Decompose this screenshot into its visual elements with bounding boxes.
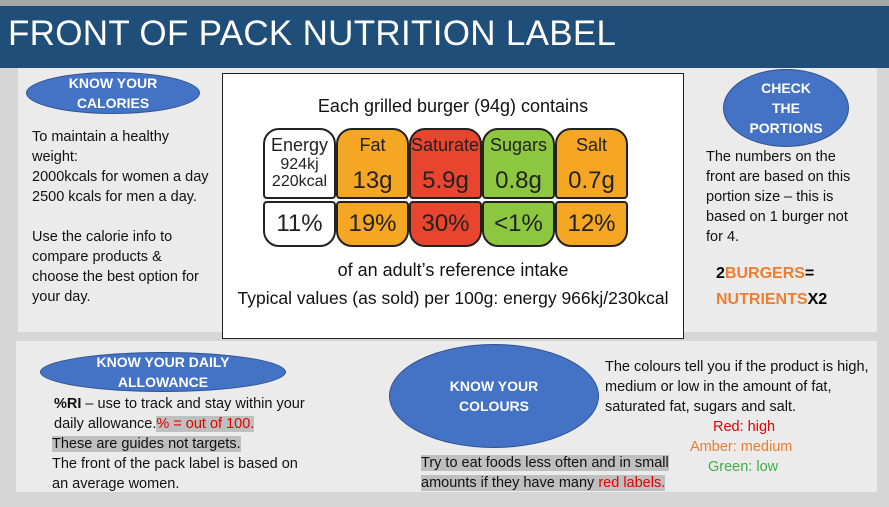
badge-text: KNOW YOUR CALORIES <box>68 75 158 111</box>
portions-equation: 2BURGERS= NUTRIENTSX2 <box>716 261 866 313</box>
equation-part: X2 <box>807 291 828 308</box>
label-reference: of an adult’s reference intake <box>337 260 569 280</box>
title-bar <box>0 6 889 68</box>
nutrient-amount: 5.9g <box>422 167 469 194</box>
badge-text: CHECK THE PORTIONS <box>749 80 823 136</box>
ri-term: %RI <box>54 396 82 412</box>
nutrient-card: Saturates 5.9g <box>409 128 489 199</box>
equation-part: = <box>804 265 815 282</box>
nutrient-card: Sugars 0.8g <box>482 128 555 199</box>
ri-text: – use to track and stay within your dail… <box>54 396 305 432</box>
badge-text: KNOW YOUR DAILY ALLOWANCE <box>96 354 230 390</box>
text-line: 2000kcals for women a day <box>32 169 209 185</box>
nutrient-percent: 19% <box>336 201 409 247</box>
nutrient-card: Salt 0.7g <box>555 128 628 199</box>
nutrient-name: Energy <box>270 135 329 155</box>
text-line: Use the calorie info to compare products… <box>32 229 199 305</box>
nutrient-name: Salt <box>575 135 608 155</box>
nutrient-name: Sugars <box>489 135 548 155</box>
equation-part: 2 <box>716 265 725 282</box>
nutrient-percent: 11% <box>263 201 336 247</box>
nutrient-amount: 13g <box>352 167 393 194</box>
nutrient-name: Saturates <box>411 135 489 155</box>
portions-badge: CHECK THE PORTIONS <box>723 69 849 147</box>
colour-amber: Amber: medium <box>690 439 793 455</box>
colours-badge: KNOW YOUR COLOURS <box>389 344 599 448</box>
calories-text: To maintain a healthy weight: 2000kcals … <box>32 127 210 307</box>
top-stripe <box>0 0 889 6</box>
badge-text: KNOW YOUR COLOURS <box>449 378 539 414</box>
text-line: 2500 kcals for men a day. <box>32 189 197 205</box>
label-typical: Typical values (as sold) per 100g: energ… <box>237 288 669 308</box>
daily-badge: KNOW YOUR DAILY ALLOWANCE <box>40 352 286 392</box>
nutrient-card: Energy 924kj 220kcal <box>263 128 336 199</box>
nutrient-percent: 30% <box>409 201 482 247</box>
colour-green: Green: low <box>708 459 779 475</box>
colours-tip: Try to eat foods less often and in small… <box>421 453 691 493</box>
guides-note: These are guides not targets. <box>52 436 241 452</box>
nutrient-card: Fat 13g <box>336 128 409 199</box>
equation-part: BURGERS <box>724 265 805 282</box>
tip-red: red labels. <box>598 475 666 491</box>
percent-note: % = out of 100. <box>156 416 255 432</box>
nutrient-amount: 0.7g <box>568 167 615 194</box>
nutrient-amount: 220kcal <box>271 173 328 190</box>
colour-red: Red: high <box>713 419 776 435</box>
tip-text: Try to eat foods less often and in small… <box>421 455 669 491</box>
daily-text: %RI – use to track and stay within your … <box>52 394 314 494</box>
front-note: The front of the pack label is based on … <box>52 456 298 492</box>
nutrient-amount: 0.8g <box>495 167 542 194</box>
nutrition-label: Each grilled burger (94g) contains Energ… <box>222 73 684 339</box>
nutrient-percent: 12% <box>555 201 628 247</box>
title: FRONT OF PACK NUTRITION LABEL <box>8 14 617 53</box>
calories-badge: KNOW YOUR CALORIES <box>26 72 200 114</box>
nutrient-name: Fat <box>359 135 386 155</box>
text-line: To maintain a healthy weight: <box>32 129 170 165</box>
nutrient-percent: <1% <box>482 201 555 247</box>
equation-part: NUTRIENTS <box>716 291 808 308</box>
portions-text: The numbers on the front are based on th… <box>706 149 851 245</box>
colours-intro: The colours tell you if the product is h… <box>605 359 869 415</box>
nutrient-amount: 924kj <box>280 156 319 173</box>
label-heading: Each grilled burger (94g) contains <box>317 96 589 116</box>
